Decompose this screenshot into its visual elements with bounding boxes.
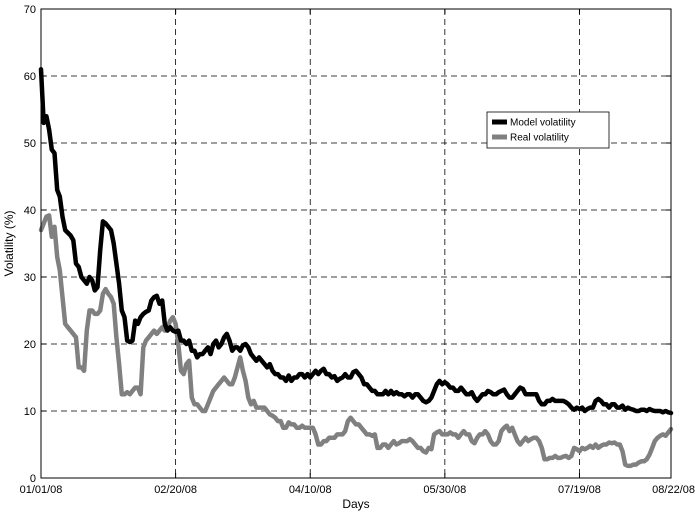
x-tick-label: 02/20/08 — [154, 484, 197, 496]
legend-entry-real-volatility: Real volatility — [510, 133, 569, 144]
legend-entry-model-volatility: Model volatility — [510, 118, 576, 129]
y-axis-ticks: 0 10 20 30 40 50 60 70 — [24, 4, 671, 485]
y-tick-label: 40 — [24, 205, 36, 217]
x-tick-label: 08/22/08 — [652, 484, 695, 496]
x-axis-ticks: 01/01/08 02/20/08 04/10/08 05/30/08 07/19/08… — [20, 9, 695, 496]
series-lines — [38, 67, 674, 469]
y-tick-label: 30 — [24, 272, 36, 284]
plot-frame — [40, 8, 672, 479]
y-tick-label: 50 — [24, 138, 36, 150]
y-tick-label: 60 — [24, 71, 36, 83]
y-tick-label: 70 — [24, 4, 36, 16]
series-line-real-volatility — [38, 213, 674, 469]
y-tick-label: 20 — [24, 339, 36, 351]
x-tick-label: 05/30/08 — [423, 484, 466, 496]
x-axis-label: Days — [342, 497, 369, 511]
legend: Model volatility Real volatility — [486, 111, 610, 149]
y-tick-label: 10 — [24, 406, 36, 418]
legend-box — [486, 111, 610, 149]
x-tick-label: 07/19/08 — [558, 484, 601, 496]
x-tick-label: 01/01/08 — [20, 484, 63, 496]
y-axis-label: Volatility (%) — [2, 210, 16, 276]
y-tick-label: 0 — [30, 473, 36, 485]
series-line-model-volatility — [38, 67, 674, 416]
x-tick-label: 04/10/08 — [289, 484, 332, 496]
